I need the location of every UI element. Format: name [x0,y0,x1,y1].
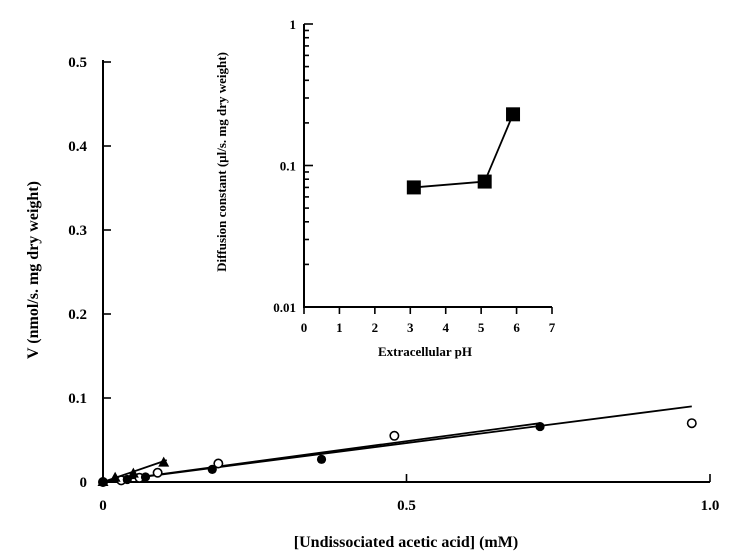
inset-x-tick-label: 2 [372,320,379,335]
main-data-points [97,418,697,487]
filled-circle-point [140,472,151,482]
main-fit-lines [102,405,692,483]
main-y-axis-label: V (nmol/s. mg dry weight) [25,181,42,359]
open-circle-point [686,418,697,429]
open-circle-point [152,467,163,478]
filled-square-point [406,180,421,195]
inset-x-tick-label: 3 [407,320,414,335]
inset-x-tick-label: 1 [336,320,343,335]
inset-chart: 0.01 0.1 1 0 1 2 3 4 5 6 7 Diffusion constant (µl… [214,17,556,359]
main-x-tick-label: 0.5 [397,498,416,514]
main-x-tick-label: 0 [99,498,107,514]
main-y-tick-label: 0.1 [68,391,87,407]
main-x-ticks: 0 0.5 1.0 [99,474,719,514]
filled-triangle-point [109,471,121,482]
inset-x-tick-label: 5 [478,320,485,335]
inset-x-tick-label: 6 [513,320,520,335]
main-y-tick-label: 0 [80,475,88,491]
inset-y-ticks: 0.01 0.1 1 [273,17,313,315]
open-circle-point [389,430,400,441]
inset-y-tick-label: 1 [290,17,297,32]
main-x-axis-label: [Undissociated acetic acid] (mM) [294,534,518,551]
inset-background [298,22,556,308]
filled-square-point [477,174,492,189]
inset-y-axis-label: Diffusion constant (µl/s. mg dry weight) [214,52,229,272]
main-y-tick-label: 0.4 [68,139,87,155]
main-y-tick-label: 0.2 [68,307,87,323]
inset-x-tick-label: 7 [549,320,556,335]
filled-square-point [506,107,521,122]
inset-x-ticks: 0 1 2 3 4 5 6 7 [301,307,556,335]
main-y-ticks: 0 0.1 0.2 0.3 0.4 0.5 [68,55,111,491]
filled-triangle-point [97,476,109,486]
inset-connecting-line [483,113,514,182]
filled-triangle-point [158,456,170,467]
inset-y-tick-label: 0.01 [273,300,296,315]
filled-circle-point [207,464,217,474]
inset-y-tick-label: 0.1 [280,159,296,174]
inset-x-axis-label: Extracellular pH [378,344,472,359]
inset-data-points [406,107,521,195]
inset-connecting-lines [413,113,514,189]
inset-x-tick-label: 4 [442,320,449,335]
main-x-tick-label: 1.0 [701,498,720,514]
main-fit-line [102,422,541,483]
filled-circle-point [535,421,545,432]
filled-circle-point [316,454,327,464]
inset-connecting-line [413,180,485,189]
inset-x-tick-label: 0 [301,320,308,335]
main-y-tick-label: 0.3 [68,223,87,239]
main-y-tick-label: 0.5 [68,55,87,71]
main-chart: 0 0.1 0.2 0.3 0.4 0.5 0 0.5 1.0 V (nmol/s. mg d… [25,55,719,551]
open-circle-point [213,458,224,469]
filled-triangle-point [127,467,139,478]
